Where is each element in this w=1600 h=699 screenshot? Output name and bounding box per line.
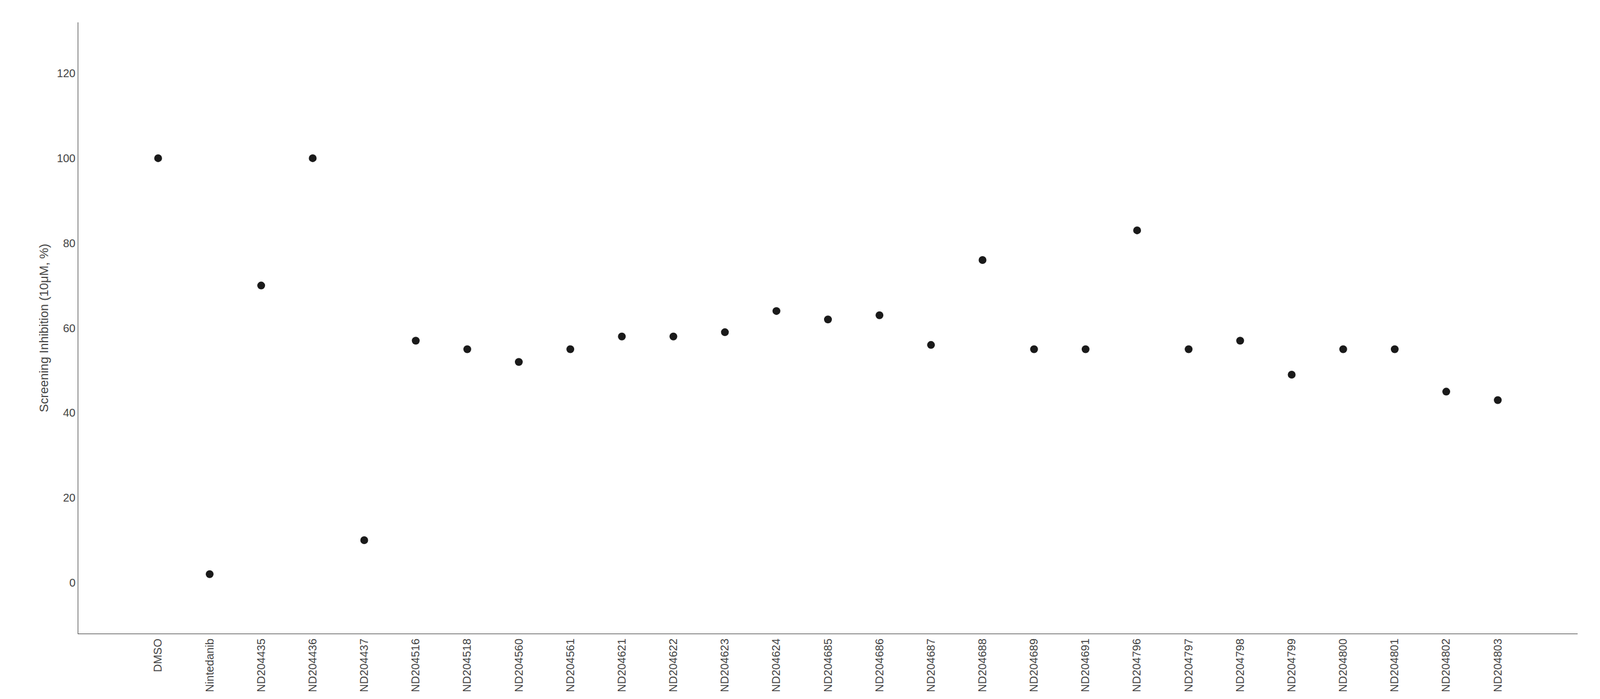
svg-text:DMSO: DMSO [151, 638, 164, 672]
svg-text:120: 120 [57, 67, 76, 80]
svg-text:ND204796: ND204796 [1130, 638, 1143, 693]
svg-text:60: 60 [63, 322, 76, 335]
svg-text:ND204623: ND204623 [718, 638, 731, 693]
svg-text:100: 100 [57, 152, 76, 165]
svg-text:ND204801: ND204801 [1388, 638, 1401, 693]
svg-text:ND204802: ND204802 [1439, 638, 1452, 693]
svg-text:Screening Inhibition (10μM, %): Screening Inhibition (10μM, %) [36, 243, 51, 413]
svg-text:80: 80 [63, 237, 76, 250]
svg-text:ND204687: ND204687 [924, 638, 937, 693]
svg-text:Nintedanib: Nintedanib [203, 638, 216, 693]
svg-text:ND204685: ND204685 [821, 638, 835, 693]
svg-text:ND204800: ND204800 [1336, 638, 1349, 693]
svg-text:ND204621: ND204621 [615, 638, 628, 693]
svg-text:ND204624: ND204624 [769, 638, 783, 693]
svg-text:ND204437: ND204437 [357, 638, 371, 693]
svg-text:20: 20 [63, 491, 76, 504]
svg-text:ND204691: ND204691 [1078, 638, 1092, 693]
svg-text:ND204798: ND204798 [1233, 638, 1247, 693]
svg-text:40: 40 [63, 406, 76, 419]
svg-text:ND204799: ND204799 [1285, 638, 1298, 693]
svg-text:ND204435: ND204435 [254, 638, 268, 693]
svg-text:ND204561: ND204561 [564, 638, 577, 693]
svg-text:ND204797: ND204797 [1182, 638, 1195, 693]
svg-text:ND204516: ND204516 [409, 638, 422, 693]
svg-text:ND204803: ND204803 [1491, 638, 1504, 693]
svg-text:ND204436: ND204436 [306, 638, 319, 693]
svg-text:ND204622: ND204622 [666, 638, 680, 693]
svg-text:ND204686: ND204686 [873, 638, 886, 693]
svg-text:0: 0 [69, 576, 76, 589]
svg-text:ND204560: ND204560 [512, 638, 525, 693]
svg-text:ND204689: ND204689 [1027, 638, 1040, 693]
svg-text:ND204518: ND204518 [460, 638, 473, 693]
svg-text:ND204688: ND204688 [976, 638, 989, 693]
